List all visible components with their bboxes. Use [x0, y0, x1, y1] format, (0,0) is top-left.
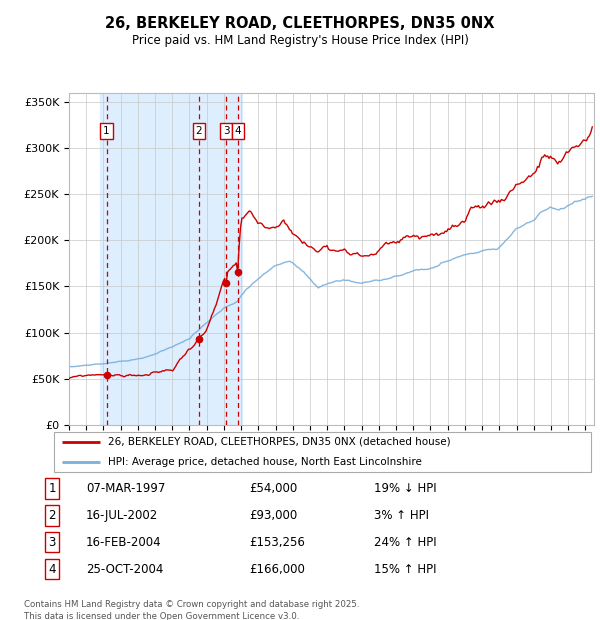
- FancyBboxPatch shape: [54, 432, 591, 472]
- Text: 25-OCT-2004: 25-OCT-2004: [86, 563, 163, 576]
- Text: 3% ↑ HPI: 3% ↑ HPI: [374, 509, 428, 522]
- Text: 24% ↑ HPI: 24% ↑ HPI: [374, 536, 436, 549]
- Text: 3: 3: [223, 126, 229, 136]
- Text: Contains HM Land Registry data © Crown copyright and database right 2025.
This d: Contains HM Land Registry data © Crown c…: [24, 600, 359, 620]
- Text: HPI: Average price, detached house, North East Lincolnshire: HPI: Average price, detached house, Nort…: [108, 457, 422, 467]
- Text: 16-FEB-2004: 16-FEB-2004: [86, 536, 161, 549]
- Text: 1: 1: [103, 126, 110, 136]
- Text: £153,256: £153,256: [250, 536, 305, 549]
- Text: 1: 1: [49, 482, 56, 495]
- Text: £93,000: £93,000: [250, 509, 298, 522]
- Text: 2: 2: [196, 126, 202, 136]
- Text: 26, BERKELEY ROAD, CLEETHORPES, DN35 0NX (detached house): 26, BERKELEY ROAD, CLEETHORPES, DN35 0NX…: [108, 436, 451, 447]
- Text: £54,000: £54,000: [250, 482, 298, 495]
- Text: 2: 2: [49, 509, 56, 522]
- Text: 19% ↓ HPI: 19% ↓ HPI: [374, 482, 436, 495]
- Text: 16-JUL-2002: 16-JUL-2002: [86, 509, 158, 522]
- Text: £166,000: £166,000: [250, 563, 305, 576]
- Text: 26, BERKELEY ROAD, CLEETHORPES, DN35 0NX: 26, BERKELEY ROAD, CLEETHORPES, DN35 0NX: [105, 16, 495, 30]
- Text: Price paid vs. HM Land Registry's House Price Index (HPI): Price paid vs. HM Land Registry's House …: [131, 34, 469, 47]
- Text: 4: 4: [235, 126, 241, 136]
- Bar: [100, 93, 242, 425]
- Text: 3: 3: [49, 536, 56, 549]
- Text: 07-MAR-1997: 07-MAR-1997: [86, 482, 166, 495]
- Text: 15% ↑ HPI: 15% ↑ HPI: [374, 563, 436, 576]
- Text: 4: 4: [49, 563, 56, 576]
